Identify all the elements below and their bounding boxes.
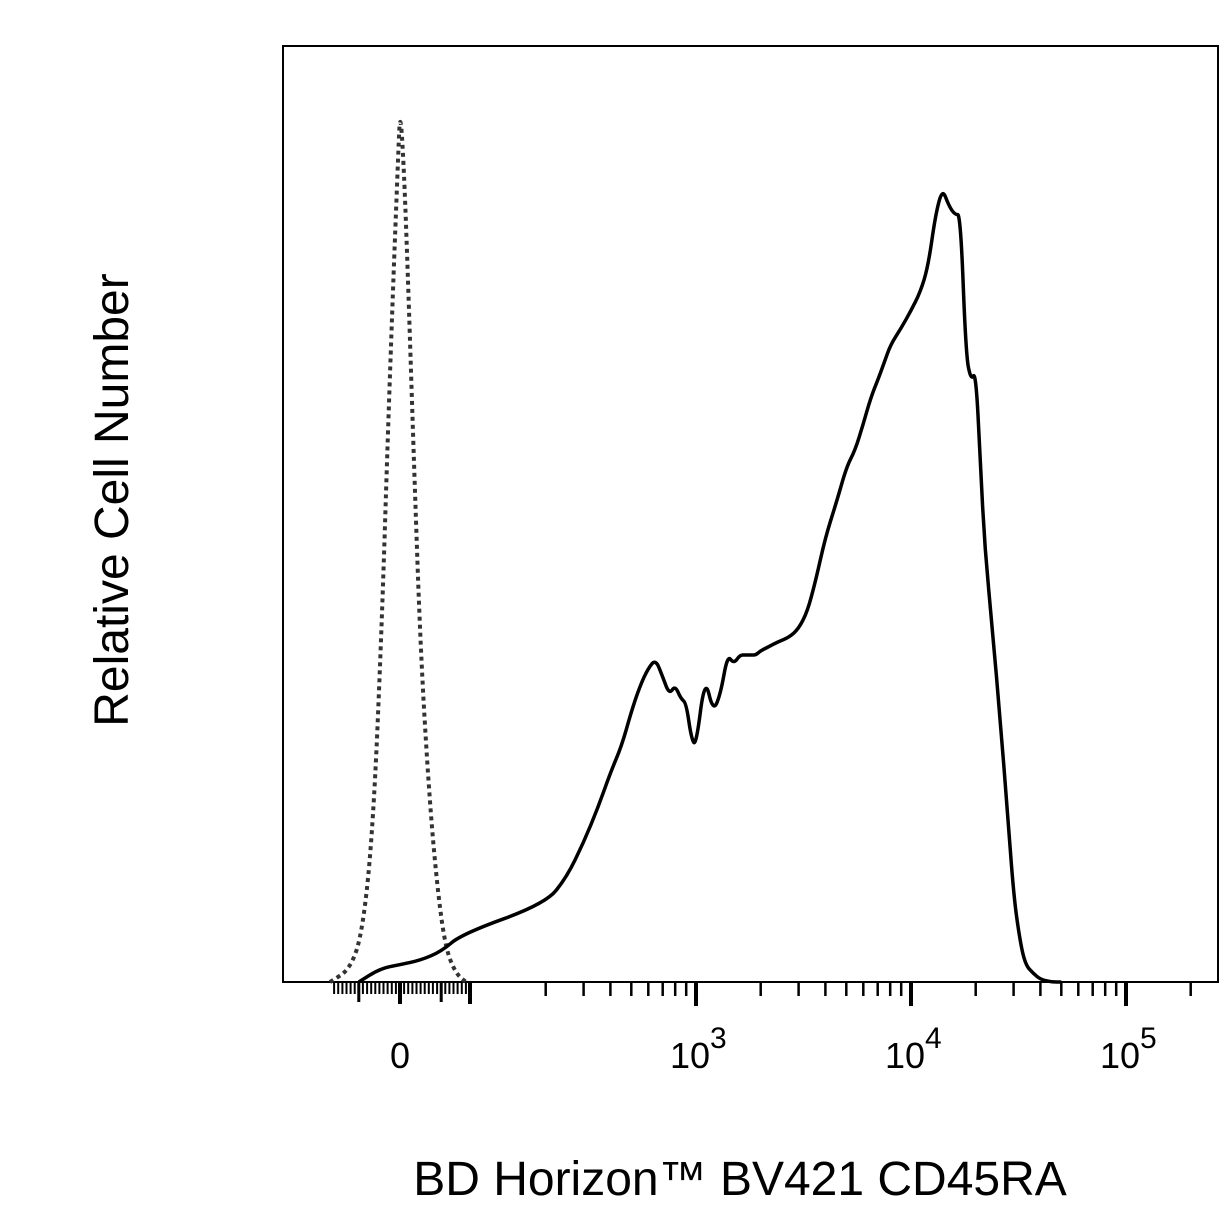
- x-tick-label: 104: [885, 1022, 942, 1076]
- cd45ra-stained-curve: [357, 191, 1062, 984]
- isotype-control-curve: [328, 120, 468, 984]
- x-tick-exponent: 3: [710, 1022, 727, 1055]
- x-tick-exponent: 5: [1140, 1022, 1157, 1055]
- x-axis-tick-labels: 0 103 104 105: [390, 1022, 1157, 1076]
- x-axis-ticks: [333, 982, 1192, 1006]
- x-tick-exponent: 4: [925, 1022, 942, 1055]
- x-tick-label: 103: [670, 1022, 727, 1076]
- histogram-curves: [328, 120, 1062, 984]
- y-axis-label: Relative Cell Number: [86, 273, 139, 727]
- x-axis-label: BD Horizon™ BV421 CD45RA: [413, 1153, 1067, 1206]
- x-tick-label: 0: [390, 1035, 410, 1076]
- plot-frame: [282, 45, 1219, 983]
- x-tick-label: 105: [1100, 1022, 1157, 1076]
